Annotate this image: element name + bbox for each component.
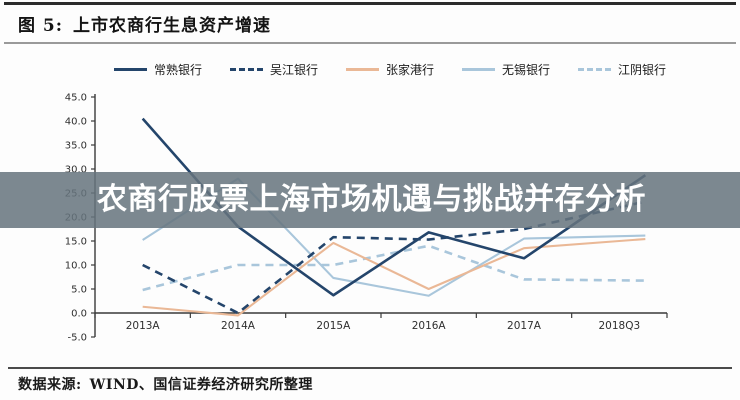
axis-tick-label: 30.0	[65, 165, 87, 176]
axis-tick-label: 15.0	[65, 237, 87, 248]
axis-tick-label: 2018Q3	[598, 320, 640, 332]
axis-tick-label: 10.0	[65, 261, 87, 272]
series-line	[142, 200, 646, 315]
axis-tick-label: 40.0	[65, 117, 87, 128]
data-source-prefix: 数据来源:	[18, 377, 82, 393]
axis-tick-label: 2017A	[507, 320, 542, 332]
axis-tick-label: 45.0	[65, 93, 87, 104]
axis-tick-label: 35.0	[65, 141, 87, 152]
legend-line-swatch	[113, 67, 147, 71]
axis-tick-label: 2016A	[412, 320, 447, 332]
legend-item: 常熟银行	[113, 61, 202, 78]
legend-line-swatch	[345, 67, 379, 71]
figure-title: 上市农商行生息资产增速	[73, 16, 272, 36]
figure-header: 图 5: 上市农商行生息资产增速	[18, 11, 271, 36]
axis-tick-label: 5.0	[71, 285, 87, 296]
legend-item: 张家港行	[345, 61, 434, 78]
legend-label: 常熟银行	[153, 62, 202, 77]
axis-tick-label: 2014A	[221, 320, 256, 332]
axis-tick-label: 2015A	[316, 320, 351, 332]
legend-line-swatch	[578, 67, 612, 71]
legend-label: 张家港行	[385, 62, 434, 77]
legend-item: 吴江银行	[229, 61, 318, 78]
legend-label: 吴江银行	[269, 62, 318, 77]
header-divider-rule	[4, 42, 736, 44]
data-source-text: WIND、国信证券经济研究所整理	[89, 377, 313, 393]
source-divider-rule	[8, 367, 732, 369]
legend-label: 江阴银行	[618, 62, 667, 77]
legend-item: 江阴银行	[578, 61, 666, 78]
series-line	[142, 244, 646, 292]
figure-number-label: 图 5:	[18, 16, 64, 36]
chart-legend: 常熟银行 吴江银行 张家港行 无锡银行 江阴银行	[60, 60, 720, 78]
axis-tick-label: 0.0	[71, 309, 87, 320]
data-source-line: 数据来源: WIND、国信证券经济研究所整理	[18, 374, 313, 394]
watermark-headline-banner: 农商行股票上海市场机遇与挑战并存分析	[0, 172, 740, 228]
legend-label: 无锡银行	[502, 62, 551, 77]
legend-item: 无锡银行	[462, 61, 550, 78]
axis-tick-label: -5.0	[67, 333, 87, 344]
top-border-rule	[4, 2, 736, 5]
legend-line-swatch	[462, 67, 495, 71]
legend-line-swatch	[229, 67, 263, 71]
axis-tick-label: 2013A	[126, 320, 161, 332]
series-line	[142, 237, 646, 317]
